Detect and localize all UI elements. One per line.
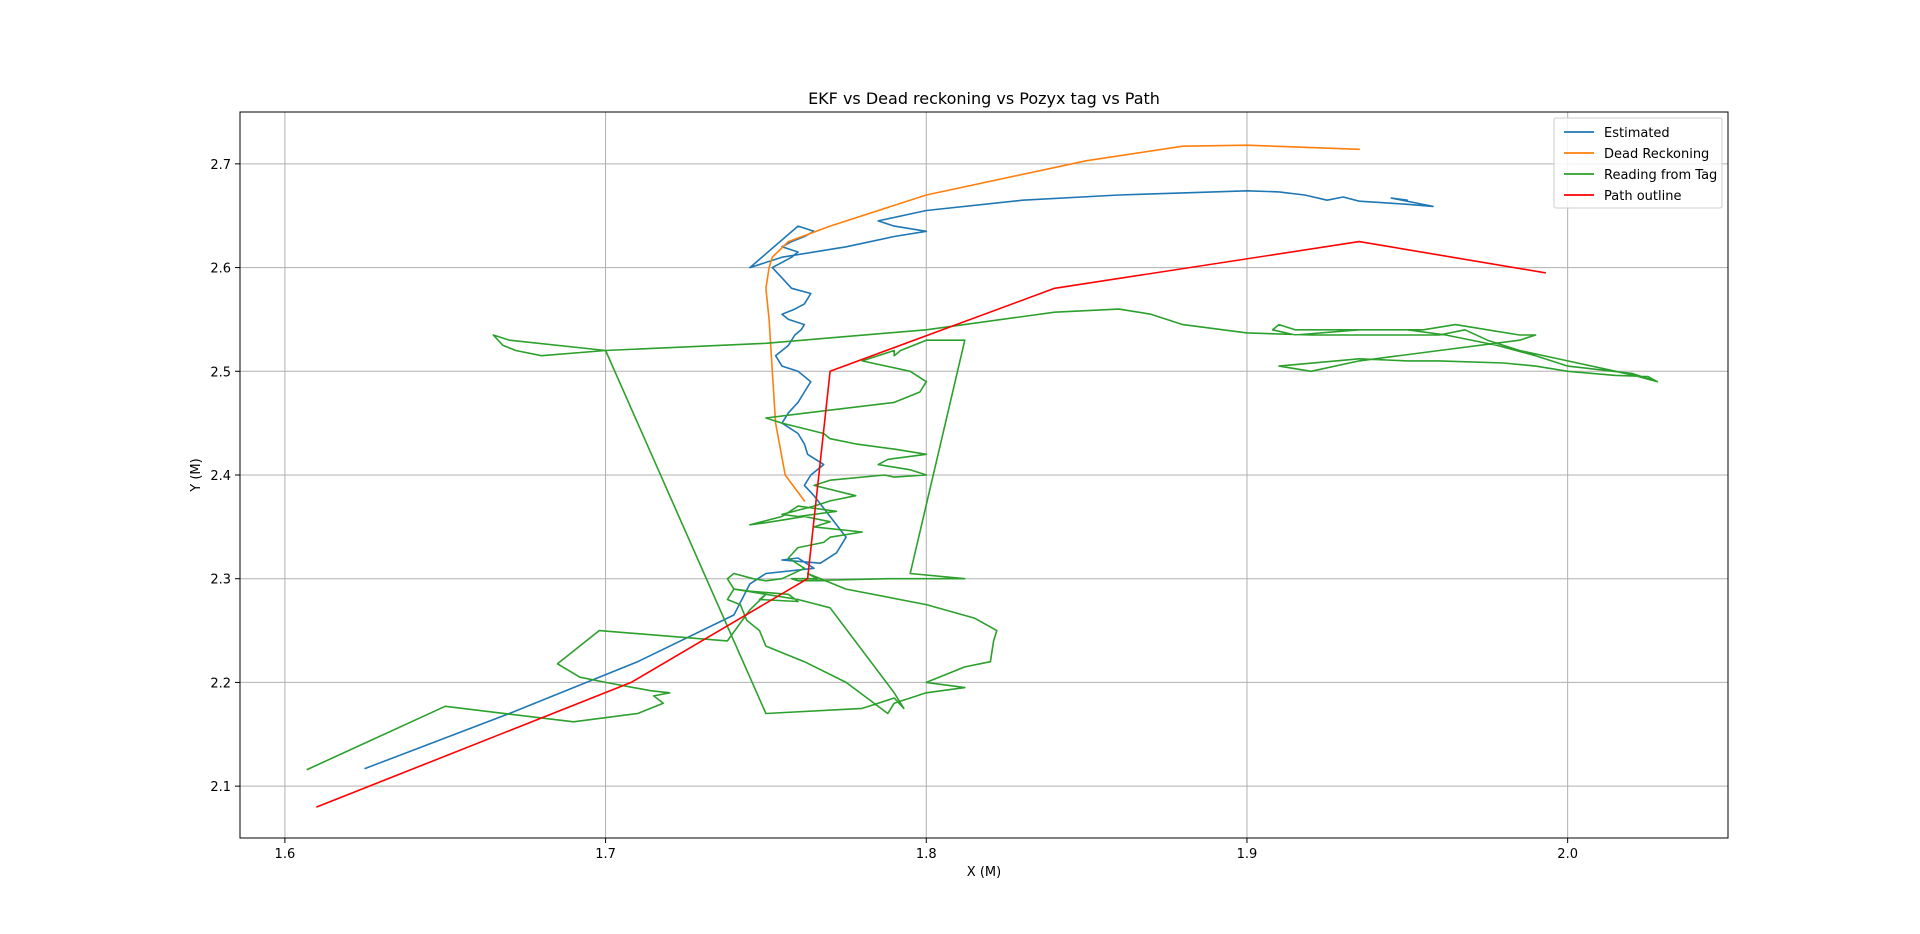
y-tick-label: 2.7 — [210, 158, 231, 173]
legend-label-dead-reckoning: Dead Reckoning — [1604, 147, 1709, 162]
series-line-estimated — [364, 190, 1434, 770]
legend-label-reading-from-tag: Reading from Tag — [1604, 168, 1717, 183]
y-tick-label: 2.6 — [210, 262, 231, 277]
legend: Estimated Dead Reckoning Reading from Tag P… — [1553, 117, 1723, 209]
x-tick-label: 1.8 — [916, 847, 937, 862]
series-line-reading-from-tag — [306, 308, 1659, 771]
x-tick-label: 1.6 — [275, 847, 296, 862]
series-layer — [306, 144, 1659, 808]
x-tick-label: 1.7 — [595, 847, 616, 862]
y-axis-label: Y (M) — [189, 458, 204, 492]
y-tick-label: 2.1 — [210, 780, 231, 795]
series-line-dead-reckoning — [765, 144, 1360, 502]
y-tick-label: 2.3 — [210, 573, 231, 588]
x-axis-label: X (M) — [967, 865, 1001, 880]
y-tick-label: 2.2 — [210, 676, 231, 691]
tick-layer: 1.6 1.7 1.8 1.9 2.0 2.1 2.2 2.3 2.4 2.5 2.6 2.7 — [210, 158, 1578, 862]
legend-box — [1553, 117, 1723, 209]
y-tick-label: 2.4 — [210, 469, 231, 484]
legend-label-path-outline: Path outline — [1604, 189, 1681, 204]
x-tick-label: 1.9 — [1237, 847, 1258, 862]
chart-title: EKF vs Dead reckoning vs Pozyx tag vs Pa… — [808, 89, 1160, 108]
series-line-path-outline — [316, 240, 1546, 808]
x-tick-label: 2.0 — [1557, 847, 1578, 862]
legend-label-estimated: Estimated — [1604, 126, 1670, 141]
grid-layer — [240, 112, 1728, 838]
y-tick-label: 2.5 — [210, 365, 231, 380]
